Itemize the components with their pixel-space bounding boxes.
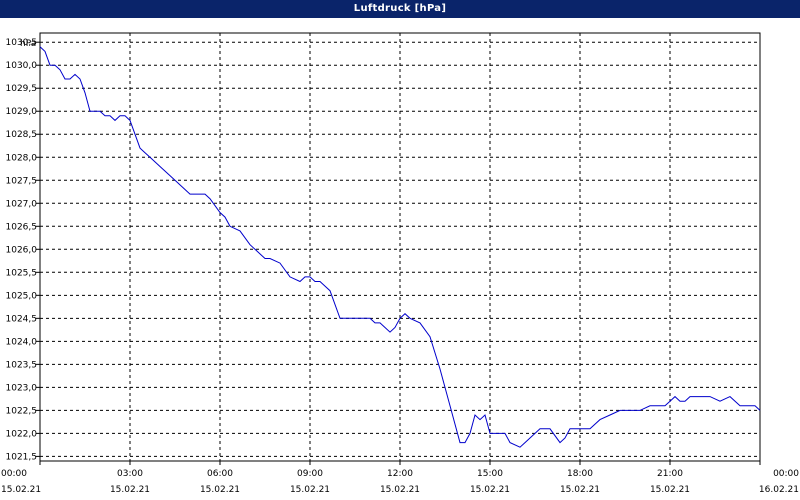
pressure-series-line	[39, 46, 761, 448]
x-tick-date-label: 15.02.21	[560, 485, 600, 495]
x-tick-date-label: 15.02.21	[650, 485, 690, 495]
y-tick-label: 1023,5	[6, 360, 38, 370]
y-tick-label: 1027,0	[6, 199, 38, 209]
y-tick-label: 1024,0	[6, 337, 38, 347]
x-tick-date-label: 15.02.21	[200, 485, 240, 495]
y-tick-label: 1029,0	[6, 107, 38, 117]
y-tick-label: 1026,0	[6, 245, 38, 255]
x-tick-time-label: 12:00	[387, 469, 413, 479]
y-tick-label: 1022,5	[6, 406, 38, 416]
x-tick-date-label: 16.02.21	[759, 485, 799, 495]
y-tick-label: 1024,5	[6, 314, 38, 324]
chart-title-bar: Luftdruck [hPa]	[0, 0, 800, 18]
x-tick-date-label: 15.02.21	[290, 485, 330, 495]
x-tick-date-label: 15.02.21	[110, 485, 150, 495]
y-tick-label: 1028,5	[6, 130, 38, 140]
x-tick-time-label: 21:00	[657, 469, 683, 479]
y-tick-label: 1021,5	[6, 452, 38, 462]
y-tick-label: 1023,0	[6, 383, 38, 393]
y-tick-label: 1025,0	[6, 291, 38, 301]
x-axis: 00:00 15.02.21 03:00 15.02.21 06:00 15.02.21 0…	[1, 461, 799, 495]
plot-area	[39, 32, 761, 462]
y-tick-label: 1030,0	[6, 61, 38, 71]
y-axis-label: hPa	[20, 39, 36, 49]
x-tick-time-label: 06:00	[207, 469, 233, 479]
x-tick-time-label: 09:00	[297, 469, 323, 479]
x-tick-date-label: 15.02.21	[1, 485, 41, 495]
x-tick-date-label: 15.02.21	[380, 485, 420, 495]
y-tick-label: 1030,5	[6, 38, 38, 48]
y-tick-label: 1028,0	[6, 153, 38, 163]
y-tick-label: 1029,5	[6, 84, 38, 94]
x-tick-time-label: 00:00	[773, 469, 799, 479]
y-tick-label: 1022,0	[6, 429, 38, 439]
chart-title: Luftdruck [hPa]	[353, 3, 447, 14]
x-tick-date-label: 15.02.21	[470, 485, 510, 495]
y-axis: 1021,5 1022,0 1022,5 1023,0 1023,5 1024,0 1024…	[6, 38, 40, 462]
x-tick-time-label: 03:00	[117, 469, 143, 479]
grid-lines	[40, 33, 760, 461]
y-tick-label: 1026,5	[6, 222, 38, 232]
x-tick-time-label: 00:00	[1, 469, 27, 479]
y-tick-label: 1027,5	[6, 176, 38, 186]
x-tick-time-label: 18:00	[567, 469, 593, 479]
y-tick-label: 1025,5	[6, 268, 38, 278]
x-tick-time-label: 15:00	[477, 469, 503, 479]
